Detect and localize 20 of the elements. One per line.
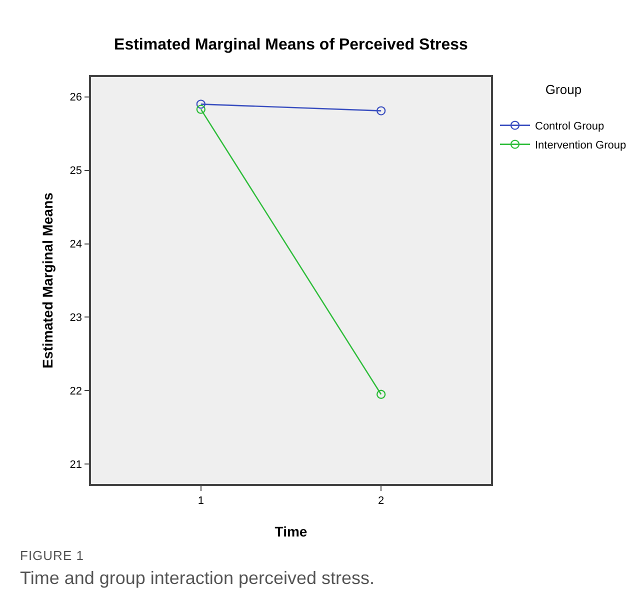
point [376, 390, 386, 399]
y-axis-title: Estimated Marginal Means [40, 192, 56, 368]
caption: FIGURE 1 [20, 548, 84, 563]
y-tick-label: 21 [70, 459, 82, 472]
point [376, 106, 386, 116]
text: Time and group interaction perceived stress. [20, 568, 375, 589]
x-tick-label: 2 [378, 494, 384, 507]
point [196, 100, 206, 109]
y-tick-label: 24 [70, 238, 82, 251]
y-tick-label: 26 [70, 92, 82, 104]
x-tick-label: 1 [198, 494, 204, 507]
y-tick-label: 23 [70, 312, 82, 324]
chart-title: Estimated Marginal Means of Perceived Stress [114, 36, 468, 54]
y-tick-label: 22 [70, 386, 82, 398]
legend-title: Group [545, 82, 582, 97]
x-axis-title: Time [274, 524, 308, 540]
point [196, 104, 206, 114]
y-tick-label: 25 [70, 165, 82, 178]
legend-label: Intervention Group [535, 140, 626, 152]
legend-label: Control Group [535, 120, 604, 133]
